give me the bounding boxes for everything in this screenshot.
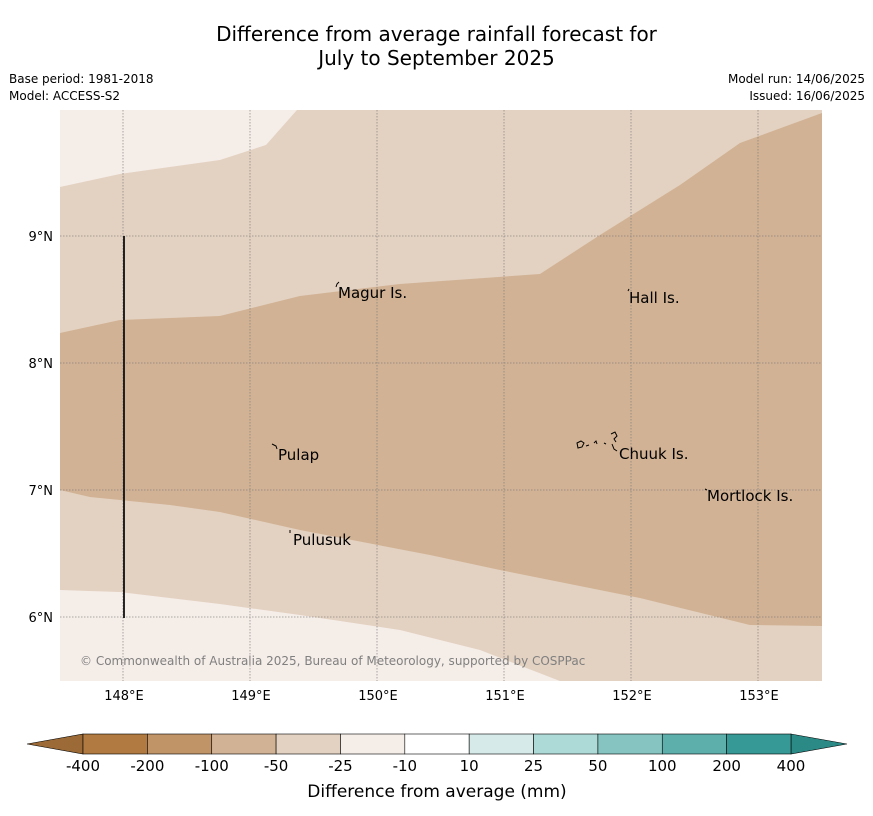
- colorbar-cell: [340, 733, 406, 755]
- meta-left: Base period: 1981-2018 Model: ACCESS-S2: [9, 71, 154, 105]
- colorbar-cell: [147, 733, 213, 755]
- lon-tick: 153°E: [739, 689, 779, 704]
- place-pulusuk: Pulusuk: [293, 531, 351, 549]
- lon-tick: 151°E: [485, 689, 525, 704]
- lat-tick: 9°N: [29, 230, 54, 245]
- colorbar-label: 10: [460, 757, 479, 775]
- lon-ticks: 148°E 149°E 150°E 151°E 152°E 153°E: [104, 689, 779, 704]
- colorbar-label: 400: [777, 757, 806, 775]
- lon-tick: 149°E: [231, 689, 271, 704]
- colorbar-label: -200: [130, 757, 164, 775]
- colorbar-label: -25: [328, 757, 353, 775]
- colorbar-title: Difference from average (mm): [307, 782, 566, 802]
- chart-title: Difference from average rainfall forecas…: [0, 22, 873, 70]
- colorbar-cell: [468, 733, 534, 755]
- place-hall: Hall Is.: [629, 289, 680, 307]
- colorbar-cell: [533, 733, 599, 755]
- lat-tick: 8°N: [29, 357, 54, 372]
- colorbar-label: 50: [588, 757, 607, 775]
- band-minus-25-top: [60, 110, 297, 187]
- colorbar-label: -100: [195, 757, 229, 775]
- model-run: Model run: 14/06/2025: [727, 72, 865, 86]
- colorbar-label: 200: [712, 757, 741, 775]
- copyright-credit: © Commonwealth of Australia 2025, Bureau…: [80, 654, 585, 668]
- model-name: Model: ACCESS-S2: [9, 89, 121, 103]
- issued-date: Issued: 16/06/2025: [749, 89, 865, 103]
- colorbar: -400 -200 -100 -50 -25 -10 10 25 50 100 200 400 Dif…: [26, 733, 848, 802]
- island-outlines: [271, 281, 708, 533]
- title-line-2: July to September 2025: [318, 46, 555, 70]
- colorbar-cell: [597, 733, 663, 755]
- lon-tick: 152°E: [612, 689, 652, 704]
- lat-tick: 7°N: [29, 484, 54, 499]
- base-period: Base period: 1981-2018: [9, 72, 154, 86]
- lat-ticks: 9°N 8°N 7°N 6°N: [29, 230, 54, 626]
- colorbar-label: 25: [524, 757, 543, 775]
- lon-tick: 150°E: [358, 689, 398, 704]
- colorbar-cell: [661, 733, 727, 755]
- band-minus-25-bottom: [60, 590, 560, 681]
- colorbar-cell: [404, 733, 470, 755]
- graticule: [60, 110, 822, 681]
- colorbar-high-extend: [790, 733, 848, 755]
- map-plot-area: Magur Is. Hall Is. Pulap Chuuk Is. Mortl…: [60, 110, 822, 681]
- place-magur: Magur Is.: [338, 284, 407, 302]
- place-chuuk: Chuuk Is.: [619, 445, 688, 463]
- colorbar-cell: [275, 733, 341, 755]
- colorbar-label: -400: [66, 757, 100, 775]
- place-mortlock: Mortlock Is.: [707, 487, 793, 505]
- colorbar-cell: [211, 733, 277, 755]
- lon-tick: 148°E: [104, 689, 144, 704]
- place-pulap: Pulap: [278, 446, 319, 464]
- meta-right: Model run: 14/06/2025 Issued: 16/06/2025: [728, 71, 865, 105]
- lat-tick: 6°N: [29, 611, 54, 626]
- colorbar-low-extend: [26, 733, 84, 755]
- band-minus-100: [60, 113, 822, 626]
- colorbar-cell: [726, 733, 792, 755]
- colorbar-label: -10: [393, 757, 418, 775]
- colorbar-label: -50: [264, 757, 289, 775]
- colorbar-cell: [82, 733, 148, 755]
- colorbar-label: 100: [648, 757, 677, 775]
- title-line-1: Difference from average rainfall forecas…: [216, 22, 657, 46]
